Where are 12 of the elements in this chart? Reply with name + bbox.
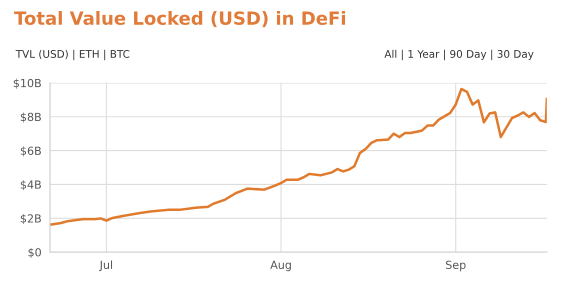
- chart-title: Total Value Locked (USD) in DeFi: [14, 11, 346, 28]
- y-tick-label: $2B: [20, 214, 41, 224]
- y-tick-label: $0: [28, 248, 41, 258]
- y-tick-label: $8B: [20, 112, 41, 123]
- x-tick-label: Jul: [99, 260, 112, 272]
- y-tick-label: $10B: [14, 78, 41, 89]
- x-tick-label: Aug: [270, 260, 291, 272]
- text: All | 1 Year | 90 Day | 30 Day: [384, 50, 534, 60]
- y-tick-label: $4B: [20, 180, 41, 190]
- x-tick-label: Sep: [446, 260, 466, 272]
- text: TVL (USD) | ETH | BTC: [16, 50, 130, 60]
- y-tick-label: $6B: [20, 146, 41, 156]
